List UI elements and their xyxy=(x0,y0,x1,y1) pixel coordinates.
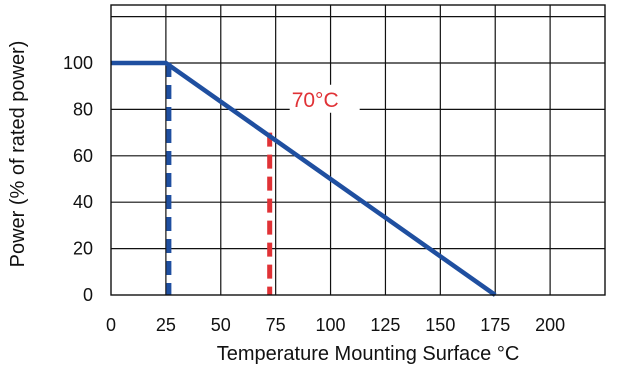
x-tick-label: 100 xyxy=(316,315,346,335)
y-tick-label: 80 xyxy=(73,99,93,119)
grid-lines xyxy=(111,5,605,295)
marker-lines xyxy=(166,63,273,295)
annotation-background xyxy=(289,84,360,113)
y-tick-label: 20 xyxy=(73,239,93,259)
x-tick-label: 50 xyxy=(211,315,231,335)
y-axis-label: Power (% of rated power) xyxy=(7,41,29,268)
series-line xyxy=(111,60,497,297)
plot-frame xyxy=(110,4,606,296)
x-tick-label: 25 xyxy=(156,315,176,335)
y-tick-label: 100 xyxy=(63,53,93,73)
x-tick-label: 125 xyxy=(370,315,400,335)
x-tick-labels: 0 25 50 75 100 125 150 175 200 xyxy=(106,315,565,335)
y-tick-labels: 0 20 40 60 80 100 xyxy=(63,53,93,305)
y-tick-label: 60 xyxy=(73,146,93,166)
y-tick-label: 40 xyxy=(73,192,93,212)
x-tick-label: 150 xyxy=(425,315,455,335)
x-tick-label: 175 xyxy=(480,315,510,335)
annotations: 70°C xyxy=(289,84,360,113)
x-axis-label: Temperature Mounting Surface °C xyxy=(217,343,520,365)
x-tick-label: 0 xyxy=(106,315,116,335)
y-tick-label: 0 xyxy=(83,285,93,305)
annotation-label: 70°C xyxy=(292,89,339,112)
x-tick-label: 75 xyxy=(266,315,286,335)
x-tick-label: 200 xyxy=(535,315,565,335)
series-layer xyxy=(111,60,497,297)
